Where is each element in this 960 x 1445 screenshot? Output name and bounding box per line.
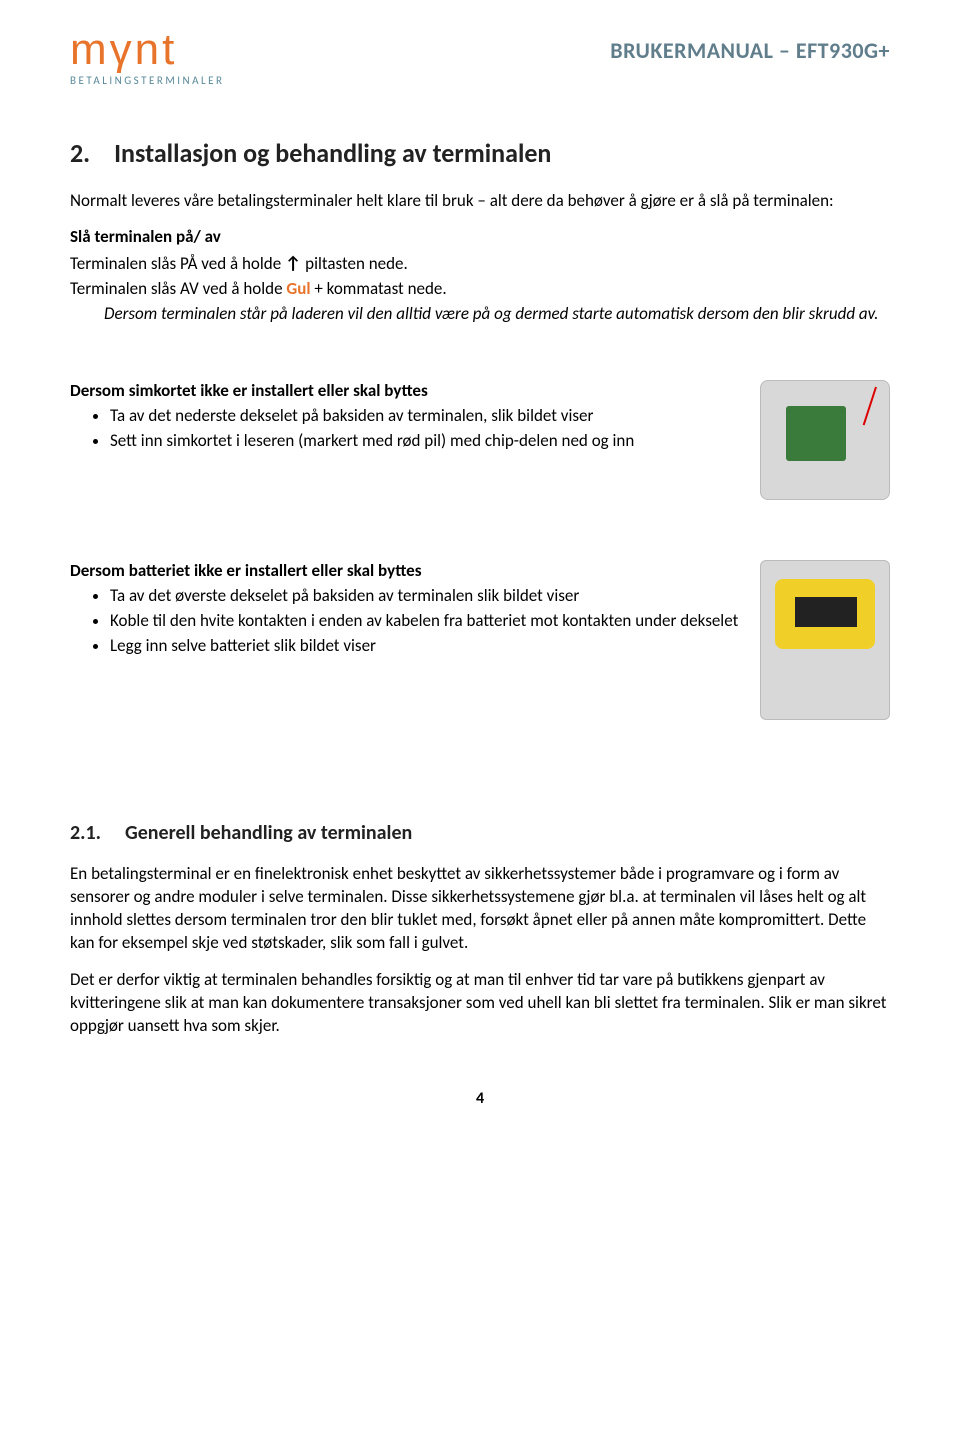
turn-off-line: Terminalen slås AV ved å holde Gul + kom… [70,278,890,301]
section-title: Installasjon og behandling av terminalen [114,137,551,169]
sim-section: Dersom simkortet ikke er installert elle… [70,380,890,500]
subsection-title: Generell behandling av terminalen [125,821,412,845]
sim-heading: Dersom simkortet ikke er installert elle… [70,380,740,403]
list-item: Sett inn simkortet i leseren (markert me… [110,430,740,453]
list-item: Ta av det nederste dekselet på baksiden … [110,405,740,428]
list-item: Koble til den hvite kontakten i enden av… [110,610,740,633]
section-number: 2. [70,137,90,169]
charger-note: Dersom terminalen står på laderen vil de… [104,303,890,326]
subsection-number: 2.1. [70,821,101,845]
battery-list: Ta av det øverste dekselet på baksiden a… [70,585,740,658]
section-2-1-heading: 2.1. Generell behandling av terminalen [70,820,890,847]
battery-heading: Dersom batteriet ikke er installert elle… [70,560,740,583]
document-title: BRUKERMANUAL – EFT930G+ [610,36,890,66]
battery-section: Dersom batteriet ikke er installert elle… [70,560,890,720]
logo: mγnt BETALINGSTERMINALER [70,30,224,88]
turn-on-line: Terminalen slås PÅ ved å holde ↑ piltast… [70,251,890,276]
page-header: mγnt BETALINGSTERMINALER BRUKERMANUAL – … [70,30,890,88]
sim-install-image [760,380,890,500]
logo-word: mγnt [70,30,224,70]
general-p2: Det er derfor viktig at terminalen behan… [70,969,890,1038]
intro-paragraph: Normalt leveres våre betalingsterminaler… [70,190,890,213]
list-item: Legg inn selve batteriet slik bildet vis… [110,635,740,658]
section-2-heading: 2. Installasjon og behandling av terminal… [70,136,890,171]
list-item: Ta av det øverste dekselet på baksiden a… [110,585,740,608]
gul-key: Gul [286,278,310,299]
logo-subtitle: BETALINGSTERMINALER [70,74,224,89]
battery-install-image [760,560,890,720]
sim-list: Ta av det nederste dekselet på baksiden … [70,405,740,453]
general-p1: En betalingsterminal er en finelektronis… [70,863,890,955]
onoff-heading: Slå terminalen på/ av [70,226,890,249]
up-arrow-icon: ↑ [285,252,301,274]
page-number: 4 [70,1088,890,1110]
